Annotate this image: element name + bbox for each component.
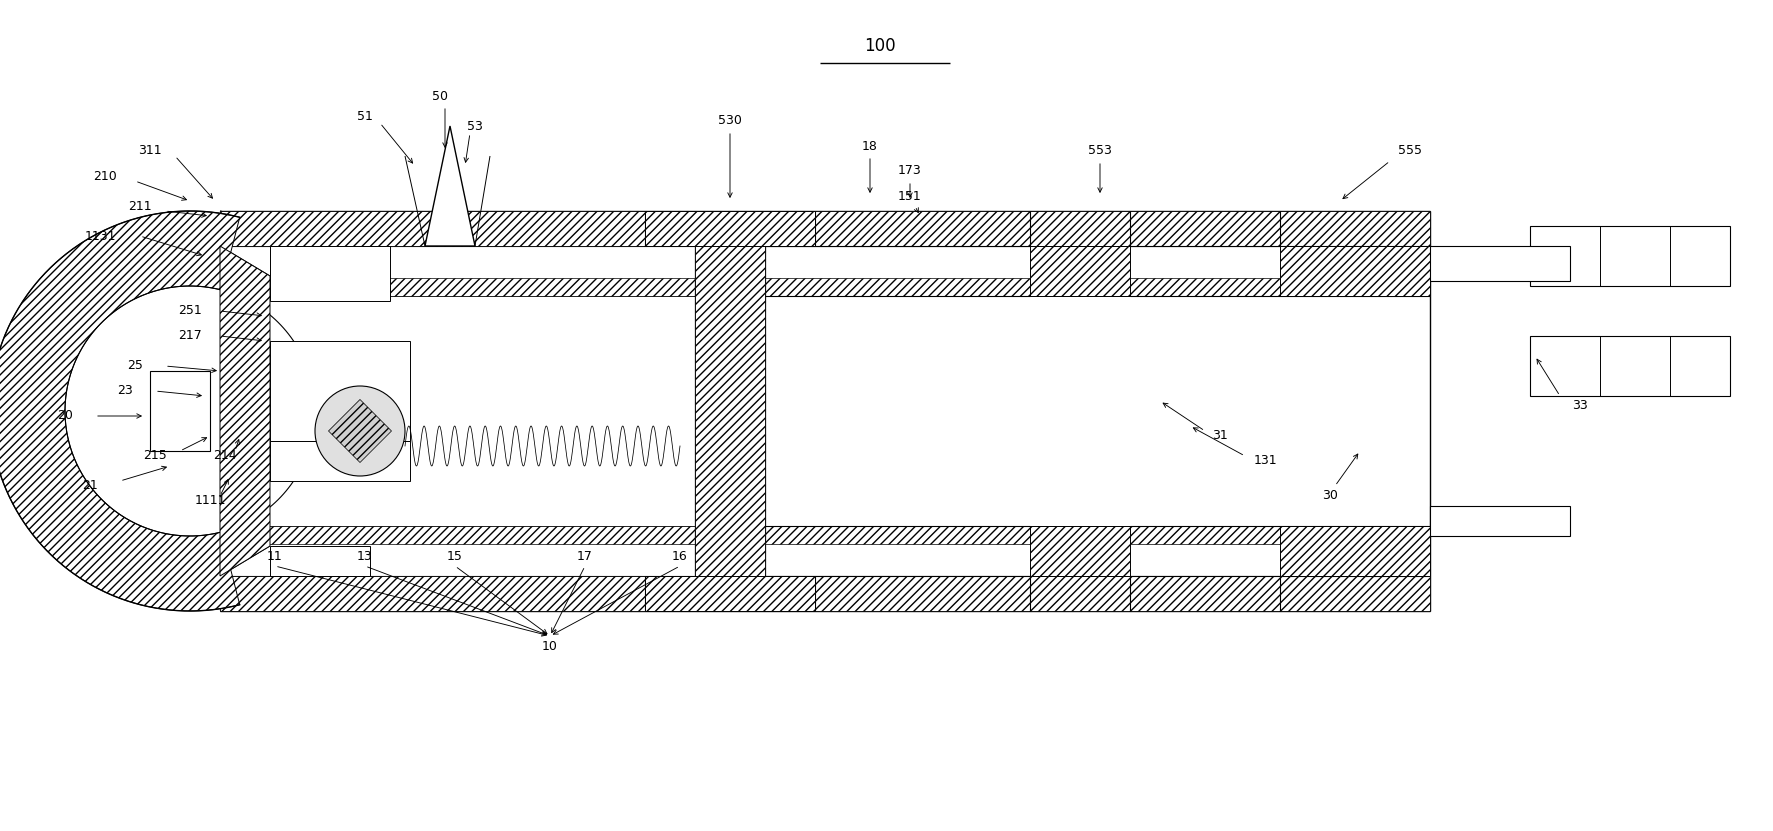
Polygon shape [1030, 246, 1129, 296]
Polygon shape [220, 576, 1431, 611]
Text: 210: 210 [94, 170, 117, 183]
Text: 311: 311 [138, 145, 161, 158]
Bar [269, 246, 371, 276]
Text: 21: 21 [82, 479, 98, 493]
Text: 11: 11 [268, 549, 284, 563]
Text: 214: 214 [213, 450, 238, 463]
Text: 555: 555 [1397, 145, 1422, 158]
Bar [269, 546, 371, 576]
Text: 530: 530 [718, 115, 741, 127]
Text: 16: 16 [672, 549, 688, 563]
Bar [269, 246, 390, 301]
Text: 1111: 1111 [195, 494, 225, 508]
Polygon shape [1030, 526, 1129, 576]
Text: 211: 211 [128, 199, 152, 213]
Text: 151: 151 [899, 189, 922, 203]
Polygon shape [695, 211, 764, 611]
Bar [269, 441, 410, 481]
Bar [1431, 246, 1571, 281]
Polygon shape [220, 246, 269, 576]
Polygon shape [220, 211, 1431, 246]
Text: 131: 131 [1254, 455, 1277, 468]
Bar [1530, 226, 1730, 286]
Polygon shape [0, 211, 239, 611]
Text: 25: 25 [128, 360, 144, 372]
Polygon shape [645, 576, 816, 611]
Polygon shape [1280, 526, 1431, 576]
Polygon shape [220, 526, 1431, 544]
Polygon shape [426, 126, 475, 246]
Text: 15: 15 [447, 549, 463, 563]
Text: 173: 173 [899, 165, 922, 178]
Text: 553: 553 [1089, 145, 1112, 158]
Text: 50: 50 [433, 90, 449, 102]
Text: 18: 18 [862, 140, 878, 153]
Bar [151, 371, 209, 451]
Text: 217: 217 [177, 330, 202, 342]
Text: 23: 23 [117, 385, 133, 397]
Polygon shape [328, 400, 392, 463]
Bar [269, 341, 410, 441]
Circle shape [316, 386, 404, 476]
Text: 51: 51 [356, 110, 372, 122]
Polygon shape [220, 278, 1431, 296]
Text: 30: 30 [1323, 489, 1339, 503]
Polygon shape [645, 211, 816, 246]
Text: 215: 215 [144, 450, 167, 463]
Text: 251: 251 [177, 304, 202, 317]
Text: 53: 53 [466, 120, 482, 132]
Bar [1530, 336, 1730, 396]
Bar [1431, 506, 1571, 536]
Text: 20: 20 [57, 410, 73, 422]
Text: 33: 33 [1573, 400, 1589, 412]
Text: 13: 13 [356, 549, 372, 563]
Polygon shape [1280, 246, 1431, 296]
Text: 17: 17 [576, 549, 592, 563]
Text: 100: 100 [863, 37, 895, 55]
Text: 31: 31 [1213, 430, 1229, 442]
Text: 1131: 1131 [85, 229, 115, 243]
Text: 10: 10 [543, 640, 558, 652]
